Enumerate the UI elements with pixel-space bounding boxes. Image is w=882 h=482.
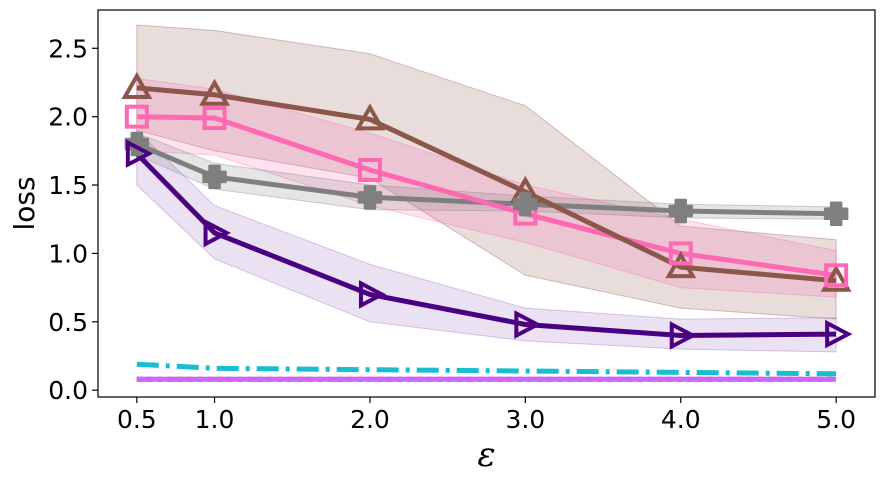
pink-square-point-1 <box>124 104 149 129</box>
y-tick-label-3: 1.0 <box>48 239 88 268</box>
y-tick-label-4: 1.5 <box>48 171 88 200</box>
y-axis-label: loss <box>8 176 41 230</box>
purple-triangle-right-band <box>136 129 837 353</box>
purple-triangle-right-point-6 <box>825 319 853 349</box>
x-tick-label-2: 1.0 <box>195 405 235 434</box>
purple-triangle-right-point-3 <box>358 280 387 309</box>
purple-triangle-right-point-4 <box>514 310 542 339</box>
brown-triangle-point-3 <box>354 103 386 131</box>
x-tick-label-1: 0.5 <box>117 405 157 434</box>
pink-square-line <box>136 114 837 278</box>
brown-triangle-point-6 <box>820 264 852 292</box>
brown-triangle-line <box>136 85 837 284</box>
plot-frame <box>97 9 876 398</box>
pink-square-point-6 <box>824 263 849 288</box>
gray-plus-point-2 <box>202 164 227 190</box>
y-tick-label-2: 0.5 <box>48 308 88 337</box>
x-tick-label-3: 2.0 <box>350 405 390 434</box>
purple-triangle-right-point-1 <box>125 139 154 168</box>
y-tick-label-6: 2.5 <box>48 34 88 63</box>
x-tick-label-6: 5.0 <box>816 405 856 434</box>
pink-square-point-2 <box>202 106 227 131</box>
x-tick-label-5: 4.0 <box>661 405 701 434</box>
purple-triangle-right-point-5 <box>669 321 698 350</box>
gray-plus-point-4 <box>513 191 538 217</box>
brown-triangle-point-5 <box>665 251 697 279</box>
gray-plus-point-5 <box>668 198 693 224</box>
series-markers <box>121 71 853 350</box>
series-lines <box>135 85 837 382</box>
purple-triangle-right-point-2 <box>203 218 231 248</box>
gray-plus-line <box>135 141 837 217</box>
cyan-dashdot-line <box>136 361 837 377</box>
x-tick-label-4: 3.0 <box>505 405 545 434</box>
purple-triangle-right-line <box>135 151 837 338</box>
gray-plus-point-3 <box>357 185 383 210</box>
pink-square-point-5 <box>668 241 693 266</box>
pink-square-point-3 <box>357 157 382 182</box>
confidence-bands <box>136 24 837 353</box>
pink-square-band <box>136 77 837 298</box>
gray-plus-point-6 <box>823 201 849 227</box>
brown-triangle-point-1 <box>121 71 153 99</box>
y-tick-label-5: 2.0 <box>48 103 88 132</box>
y-axis: 0.0 0.5 1.0 1.5 2.0 2.5 <box>48 34 98 405</box>
y-tick-label-1: 0.0 <box>48 376 88 405</box>
brown-triangle-point-2 <box>199 78 230 106</box>
x-axis: 0.5 1.0 2.0 3.0 4.0 5.0 <box>117 397 856 434</box>
x-axis-label: ε <box>477 435 495 475</box>
